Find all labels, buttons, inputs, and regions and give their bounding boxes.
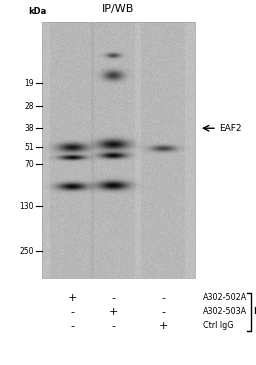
Text: -: - bbox=[161, 293, 165, 303]
Text: IP: IP bbox=[253, 307, 256, 316]
Text: -: - bbox=[70, 321, 74, 331]
Text: 130: 130 bbox=[19, 202, 34, 211]
Text: 28: 28 bbox=[25, 102, 34, 111]
Text: +: + bbox=[108, 307, 118, 317]
Text: Ctrl IgG: Ctrl IgG bbox=[203, 322, 233, 330]
Text: -: - bbox=[111, 293, 115, 303]
Bar bbox=[42, 22, 195, 278]
Text: +: + bbox=[158, 321, 168, 331]
Text: EAF2: EAF2 bbox=[219, 124, 241, 133]
Text: 250: 250 bbox=[19, 247, 34, 255]
Text: A302-502A: A302-502A bbox=[203, 293, 247, 303]
Text: IP/WB: IP/WB bbox=[102, 4, 135, 14]
Text: kDa: kDa bbox=[28, 7, 46, 16]
Text: 70: 70 bbox=[24, 160, 34, 169]
Text: -: - bbox=[70, 307, 74, 317]
Text: 38: 38 bbox=[24, 124, 34, 133]
Text: -: - bbox=[161, 307, 165, 317]
Text: +: + bbox=[67, 293, 77, 303]
Text: A302-503A: A302-503A bbox=[203, 307, 247, 316]
Text: 51: 51 bbox=[24, 143, 34, 152]
Text: -: - bbox=[111, 321, 115, 331]
Text: 19: 19 bbox=[24, 79, 34, 88]
